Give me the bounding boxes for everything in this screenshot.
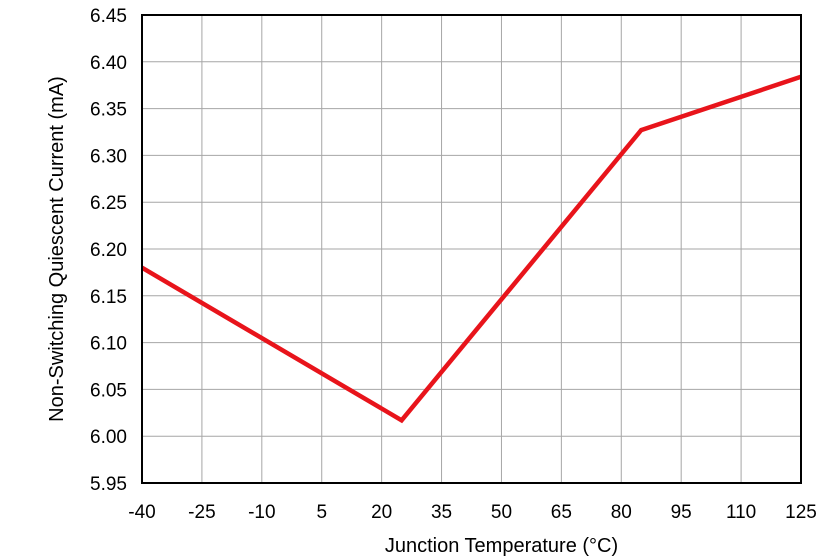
y-tick-label: 6.00 [90, 427, 127, 448]
y-tick-label: 6.05 [90, 380, 127, 401]
x-axis-tick-labels: -40 -25 -10 5 20 35 50 65 80 95 110 125 [128, 502, 817, 523]
x-tick-label: 95 [671, 502, 692, 523]
y-axis-tick-labels: 5.95 6.00 6.05 6.10 6.15 6.20 6.25 6.30 6.35 6.40… [90, 6, 127, 495]
x-tick-label: -25 [188, 502, 215, 523]
x-tick-label: 5 [316, 502, 327, 523]
y-tick-label: 6.15 [90, 287, 127, 308]
y-tick-label: 6.20 [90, 240, 127, 261]
y-tick-label: 5.95 [90, 474, 127, 495]
y-tick-label: 6.35 [90, 100, 127, 121]
y-tick-label: 6.25 [90, 193, 127, 214]
x-tick-label: -10 [248, 502, 275, 523]
x-tick-label: -40 [128, 502, 155, 523]
plot-frame [141, 14, 802, 484]
x-tick-label: 110 [726, 502, 756, 523]
x-axis-title: Junction Temperature (°C) [385, 535, 618, 557]
data-series [140, 74, 802, 424]
y-tick-label: 6.45 [90, 6, 127, 27]
y-tick-label: 6.40 [90, 53, 127, 74]
series-line [140, 74, 802, 424]
gridlines [142, 15, 801, 483]
x-tick-label: 125 [785, 502, 817, 523]
y-tick-label: 6.10 [90, 334, 127, 355]
x-tick-label: 65 [551, 502, 572, 523]
y-tick-label: 6.30 [90, 146, 127, 167]
x-tick-label: 20 [371, 502, 392, 523]
y-axis-title: Non-Switching Quiescent Current (mA) [46, 76, 68, 422]
x-tick-label: 50 [491, 502, 512, 523]
x-tick-label: 80 [611, 502, 632, 523]
x-tick-label: 35 [431, 502, 452, 523]
